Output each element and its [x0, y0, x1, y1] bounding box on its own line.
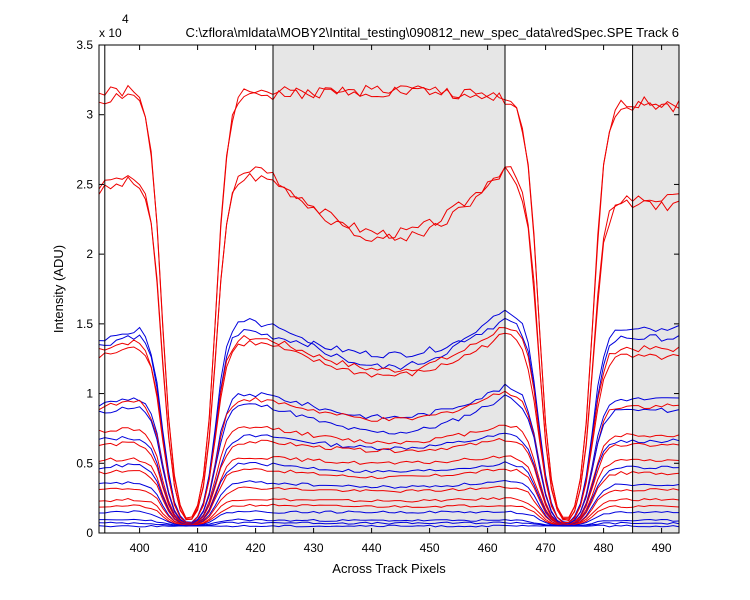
data-series: [98, 84, 680, 528]
axes: [98, 44, 680, 534]
x-tick-label: 440: [362, 541, 382, 555]
x-axis-label: Across Track Pixels: [332, 561, 446, 576]
vertical-lines: [104, 45, 634, 533]
y-ticks: 0 0.5 1 1.5 2 2.5 3 3.5: [76, 38, 679, 540]
shaded-regions: [273, 45, 679, 533]
series-line-2: [98, 86, 680, 520]
x-ticks: 400 410 420 430 440 450 460 470 480 490: [130, 45, 672, 555]
series-line-25: [98, 524, 680, 528]
y-tick-label: 2: [86, 247, 93, 261]
y-tick-label: 2.5: [76, 177, 93, 191]
x-tick-label: 460: [478, 541, 498, 555]
x-tick-label: 480: [594, 541, 614, 555]
y-tick-label: 0.5: [76, 456, 93, 470]
x-tick-label: 410: [188, 541, 208, 555]
shaded-region: [273, 45, 505, 533]
y-axis-label: Intensity (ADU): [51, 245, 66, 333]
chart-title: C:\zflora\mldata\MOBY2\Intital_testing\0…: [185, 25, 679, 40]
series-line-4: [98, 165, 680, 521]
x-tick-label: 400: [130, 541, 150, 555]
y-exponent-power: 4: [122, 12, 129, 26]
series-line-8: [98, 332, 680, 524]
series-line-11: [98, 394, 680, 525]
x-tick-label: 470: [536, 541, 556, 555]
y-tick-label: 0: [86, 526, 93, 540]
y-tick-label: 3: [86, 108, 93, 122]
x-tick-label: 490: [652, 541, 672, 555]
y-tick-label: 1.5: [76, 317, 93, 331]
y-tick-label: 1: [86, 387, 93, 401]
y-tick-label: 3.5: [76, 38, 93, 52]
x-tick-label: 420: [246, 541, 266, 555]
y-exponent-label: x 10: [99, 26, 122, 40]
x-tick-label: 430: [304, 541, 324, 555]
shaded-region: [632, 45, 679, 533]
series-line-17: [98, 468, 680, 526]
axes-box: [98, 44, 680, 534]
x-tick-label: 450: [420, 541, 440, 555]
